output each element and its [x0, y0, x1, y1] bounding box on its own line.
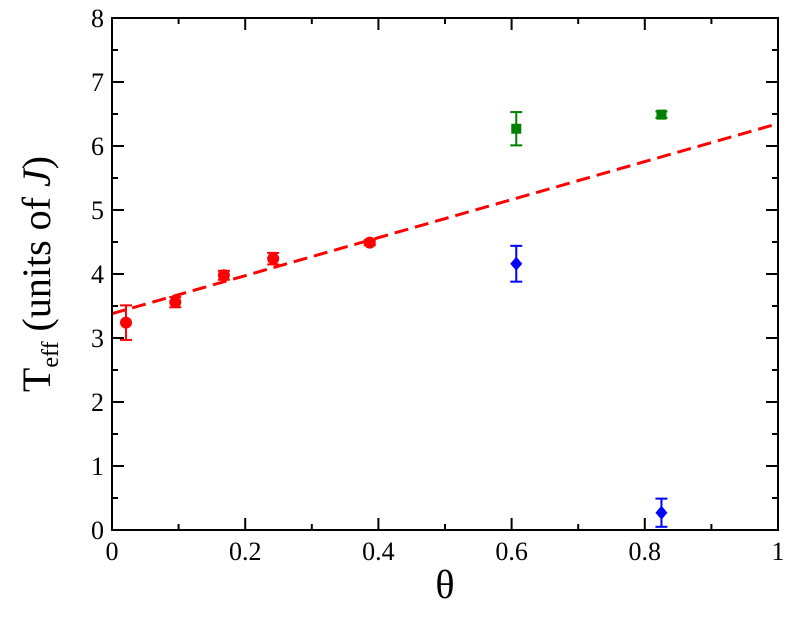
circle-marker [267, 252, 280, 265]
data-point [655, 109, 668, 120]
plot-frame [111, 17, 779, 531]
x-tick-label: 0 [106, 537, 119, 566]
y-tick-label: 3 [91, 324, 104, 353]
y-axis-label: Teff (units of J) [14, 156, 64, 392]
y-tick-label: 4 [91, 260, 104, 289]
y-axis-label-italic: J [14, 167, 59, 187]
data-point [655, 497, 668, 528]
y-tick-label: 5 [91, 196, 104, 225]
square-marker [511, 123, 522, 134]
circle-marker [169, 296, 182, 309]
x-tick-label: 1 [772, 537, 785, 566]
x-axis-label: θ [435, 562, 454, 607]
x-tick-label: 0.2 [229, 537, 262, 566]
data-point [267, 251, 280, 266]
data-point [217, 269, 230, 282]
y-axis-label-close: ) [14, 156, 59, 169]
data-point [510, 111, 523, 147]
data-point [169, 296, 182, 309]
x-tick-label: 0.4 [362, 537, 395, 566]
x-tick-label: 0.8 [629, 537, 662, 566]
diamond-marker [655, 505, 668, 520]
y-tick-label: 1 [91, 452, 104, 481]
y-axis-label-sub: eff [38, 341, 64, 367]
data-point [363, 236, 376, 249]
y-tick-label: 6 [91, 132, 104, 161]
y-axis-label-rest: (units of [14, 187, 59, 341]
y-tick-label: 8 [91, 4, 104, 33]
y-axis-label-main: T [14, 368, 59, 392]
data-point [119, 304, 132, 341]
circle-marker [217, 269, 230, 282]
square-marker [656, 109, 667, 120]
x-tick-label: 0.6 [495, 537, 528, 566]
y-tick-label: 0 [91, 516, 104, 545]
circle-marker [363, 236, 376, 249]
fit-line [111, 122, 779, 316]
y-tick-label: 2 [91, 388, 104, 417]
circle-marker [119, 316, 132, 329]
data-point [510, 244, 523, 283]
y-tick-label: 7 [91, 68, 104, 97]
diamond-marker [510, 256, 523, 271]
